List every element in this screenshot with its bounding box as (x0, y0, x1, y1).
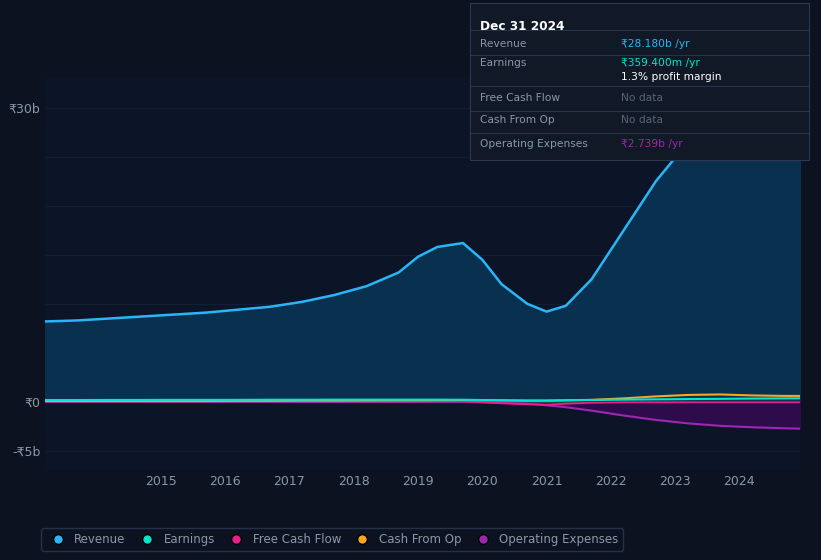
Text: Dec 31 2024: Dec 31 2024 (480, 20, 565, 32)
Text: Operating Expenses: Operating Expenses (480, 139, 588, 149)
Text: Revenue: Revenue (480, 39, 527, 49)
Legend: Revenue, Earnings, Free Cash Flow, Cash From Op, Operating Expenses: Revenue, Earnings, Free Cash Flow, Cash … (41, 528, 623, 550)
Text: No data: No data (621, 115, 663, 125)
Text: 1.3% profit margin: 1.3% profit margin (621, 72, 722, 82)
Text: ₹2.739b /yr: ₹2.739b /yr (621, 139, 683, 149)
Text: No data: No data (621, 93, 663, 103)
Text: Earnings: Earnings (480, 58, 526, 68)
Text: Free Cash Flow: Free Cash Flow (480, 93, 561, 103)
Text: ₹359.400m /yr: ₹359.400m /yr (621, 58, 700, 68)
Text: ₹28.180b /yr: ₹28.180b /yr (621, 39, 690, 49)
Text: Cash From Op: Cash From Op (480, 115, 555, 125)
